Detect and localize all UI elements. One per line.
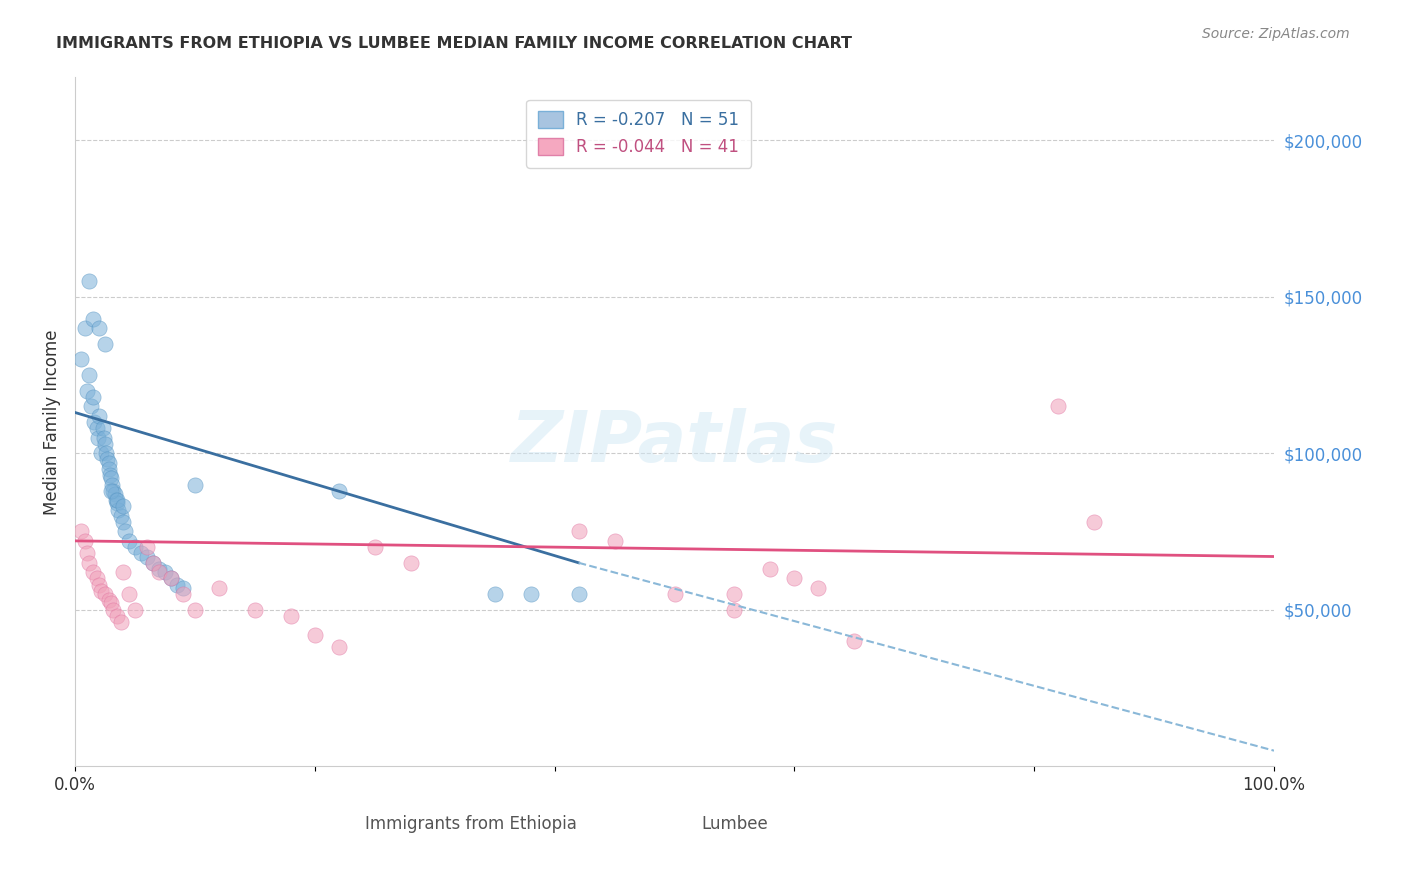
Point — [519, 587, 541, 601]
Point — [110, 508, 132, 523]
Point — [124, 603, 146, 617]
Point — [100, 471, 122, 485]
Point — [129, 546, 152, 560]
Point — [91, 421, 114, 435]
Point — [79, 368, 101, 382]
Point — [90, 584, 112, 599]
Point — [86, 571, 108, 585]
Point — [101, 477, 124, 491]
Point — [111, 515, 134, 529]
Point — [304, 628, 326, 642]
Point — [111, 500, 134, 514]
Point — [1083, 515, 1105, 529]
Point — [280, 609, 302, 624]
Point — [364, 540, 387, 554]
Point — [111, 565, 134, 579]
Point — [603, 533, 626, 548]
Point — [83, 415, 105, 429]
Point — [105, 493, 128, 508]
Point — [844, 634, 866, 648]
Point — [184, 603, 207, 617]
Text: Source: ZipAtlas.com: Source: ZipAtlas.com — [1202, 27, 1350, 41]
Point — [723, 603, 745, 617]
Point — [568, 587, 591, 601]
Point — [86, 421, 108, 435]
Point — [172, 581, 194, 595]
Point — [568, 524, 591, 539]
Point — [103, 487, 125, 501]
Point — [328, 483, 350, 498]
Point — [105, 609, 128, 624]
Point — [160, 571, 183, 585]
Point — [114, 524, 136, 539]
Point — [118, 533, 141, 548]
Point — [759, 562, 782, 576]
Point — [399, 556, 422, 570]
Point — [82, 565, 104, 579]
Text: Immigrants from Ethiopia: Immigrants from Ethiopia — [364, 814, 576, 832]
Point — [96, 446, 118, 460]
Point — [136, 540, 159, 554]
Point — [664, 587, 686, 601]
Point — [94, 437, 117, 451]
Point — [148, 562, 170, 576]
Point — [328, 640, 350, 655]
Point — [103, 483, 125, 498]
Point — [208, 581, 231, 595]
Point — [105, 496, 128, 510]
Point — [76, 384, 98, 398]
Point — [98, 468, 121, 483]
Point — [103, 603, 125, 617]
Point — [136, 549, 159, 564]
Point — [79, 274, 101, 288]
Point — [73, 321, 96, 335]
Point — [70, 524, 93, 539]
Point — [97, 593, 120, 607]
Point — [243, 603, 266, 617]
Point — [94, 336, 117, 351]
Point — [723, 587, 745, 601]
Point — [153, 565, 176, 579]
Point — [73, 533, 96, 548]
Point — [118, 587, 141, 601]
Point — [124, 540, 146, 554]
Point — [82, 311, 104, 326]
Legend: R = -0.207   N = 51, R = -0.044   N = 41: R = -0.207 N = 51, R = -0.044 N = 41 — [526, 100, 751, 168]
Point — [97, 456, 120, 470]
Point — [107, 502, 129, 516]
Point — [79, 399, 101, 413]
Point — [160, 571, 183, 585]
Point — [93, 431, 115, 445]
Text: ZIPatlas: ZIPatlas — [510, 408, 838, 477]
Point — [148, 565, 170, 579]
Point — [142, 556, 165, 570]
Point — [87, 431, 110, 445]
Point — [100, 597, 122, 611]
Point — [87, 578, 110, 592]
Point — [1047, 399, 1070, 413]
Point — [104, 493, 127, 508]
Text: Lumbee: Lumbee — [702, 814, 768, 832]
Point — [96, 452, 118, 467]
Text: IMMIGRANTS FROM ETHIOPIA VS LUMBEE MEDIAN FAMILY INCOME CORRELATION CHART: IMMIGRANTS FROM ETHIOPIA VS LUMBEE MEDIA… — [56, 36, 852, 51]
Point — [87, 321, 110, 335]
Point — [90, 446, 112, 460]
Point — [82, 390, 104, 404]
Point — [172, 587, 194, 601]
Point — [484, 587, 506, 601]
Point — [166, 578, 188, 592]
Point — [142, 556, 165, 570]
Point — [70, 352, 93, 367]
Point — [783, 571, 806, 585]
Point — [110, 615, 132, 630]
Point — [807, 581, 830, 595]
Point — [97, 462, 120, 476]
Point — [87, 409, 110, 423]
Point — [100, 483, 122, 498]
Point — [184, 477, 207, 491]
Point — [79, 556, 101, 570]
Y-axis label: Median Family Income: Median Family Income — [44, 329, 60, 515]
Point — [76, 546, 98, 560]
Point — [94, 587, 117, 601]
